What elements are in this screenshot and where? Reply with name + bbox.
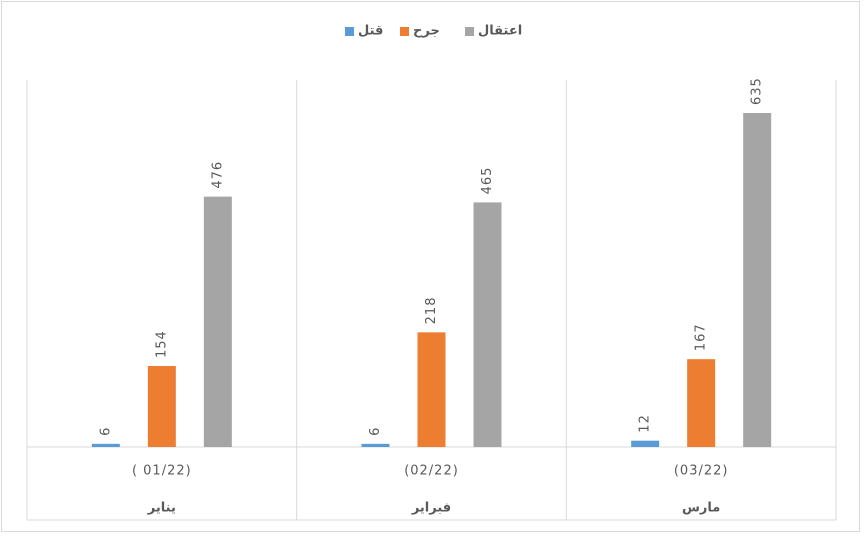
bar [147, 365, 176, 447]
legend-label: جرح [413, 24, 440, 39]
category-period: (02/22) [404, 464, 459, 479]
category-month: فبراير [411, 501, 451, 516]
bar [361, 443, 390, 447]
category-period: ( 01/22) [132, 464, 192, 479]
value-label: 12 [638, 414, 653, 433]
bar [743, 113, 772, 447]
value-label: 635 [750, 77, 765, 105]
value-label: 6 [98, 427, 113, 436]
value-label: 218 [424, 297, 439, 325]
legend-swatch [400, 27, 409, 36]
category-month: يناير [147, 501, 176, 516]
value-label: 6 [368, 427, 383, 436]
chart-border [1, 1, 860, 532]
value-label: 154 [154, 330, 169, 358]
category-period: (03/22) [674, 464, 729, 479]
legend-swatch [345, 27, 354, 36]
value-label: 465 [480, 167, 495, 195]
bar [91, 443, 120, 447]
bar [473, 202, 502, 447]
bar [417, 332, 446, 447]
category-month: مارس [682, 501, 720, 516]
legend-swatch [465, 27, 474, 36]
bar [203, 196, 232, 447]
bar [631, 440, 660, 447]
bar [687, 359, 716, 447]
legend-label: اعتقال [478, 24, 522, 39]
value-label: 476 [210, 161, 225, 189]
value-label: 167 [694, 323, 709, 351]
legend-label: قتل [358, 24, 383, 39]
